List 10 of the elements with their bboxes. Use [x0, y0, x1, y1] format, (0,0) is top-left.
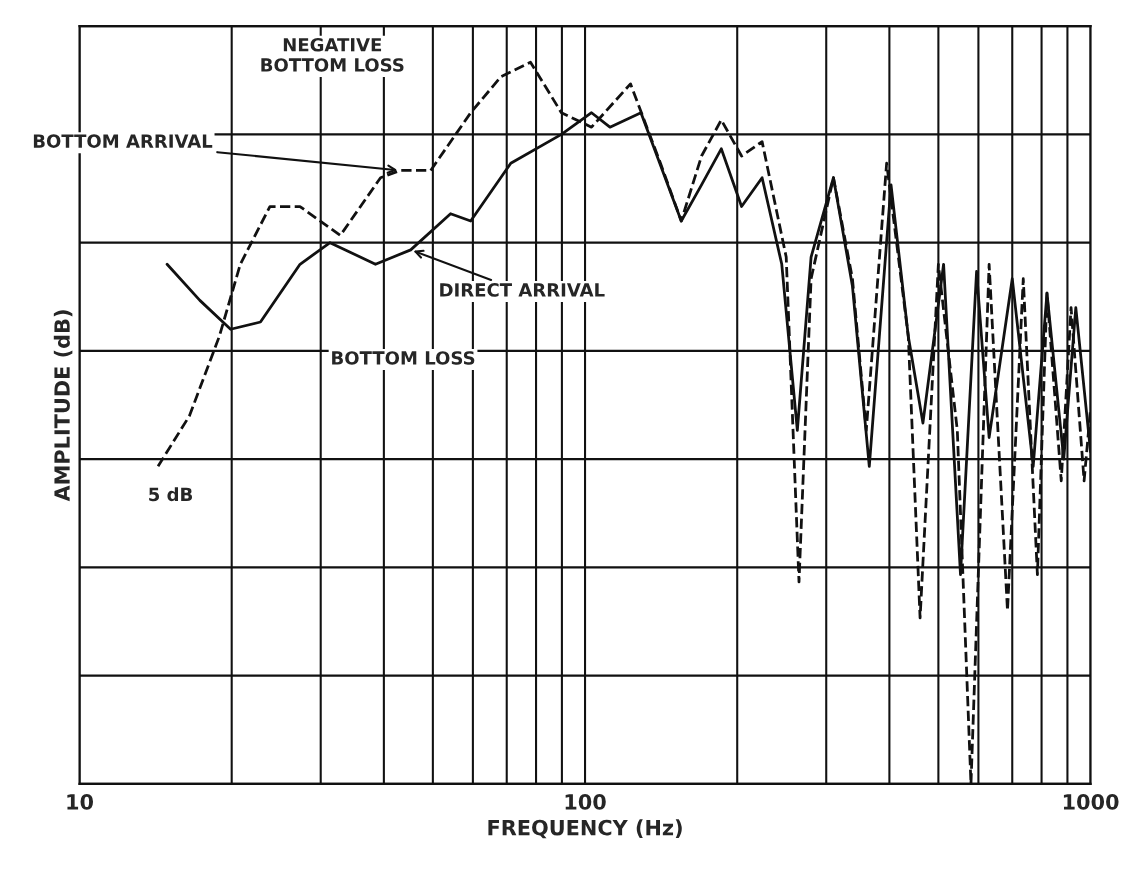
annotation: BOTTOM ARRIVAL [33, 134, 213, 148]
x-tick-label: 1000 [1063, 793, 1119, 810]
annotation: DIRECT ARRIVAL [440, 283, 605, 297]
x-axis-title: FREQUENCY (Hz) [488, 819, 682, 839]
annotation: NEGATIVE BOTTOM LOSS [261, 37, 404, 72]
y-axis-title: AMPLITUDE (dB) [53, 310, 73, 502]
x-tick-label: 10 [67, 793, 94, 810]
x-tick-label: 100 [565, 793, 606, 810]
annotation: 5 dB [149, 487, 193, 502]
annotation: BOTTOM LOSS [332, 351, 475, 365]
